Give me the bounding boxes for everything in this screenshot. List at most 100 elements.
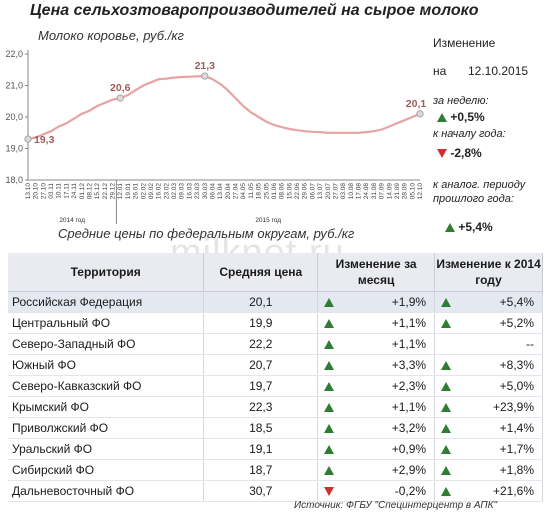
year-start-label: к началу года: <box>433 128 506 140</box>
x-tick-label: 20.04 <box>225 183 232 200</box>
x-tick-label: 04.05 <box>240 183 247 200</box>
x-tick-label: 13.10 <box>25 183 32 200</box>
year-change-value: +5,2% <box>499 315 534 330</box>
up-arrow-icon <box>324 339 335 349</box>
month-change-cell: +0,9% <box>317 438 436 460</box>
x-tick-label: 23.02 <box>163 183 170 200</box>
year-change-cell: +1,8% <box>434 459 543 481</box>
month-change-value: +3,2% <box>391 420 427 435</box>
x-tick-label: 02.03 <box>171 183 178 200</box>
up-arrow-icon <box>441 318 452 328</box>
up-arrow-icon <box>441 381 452 391</box>
up-arrow-icon <box>441 297 452 307</box>
x-axis: 13.10 20.10 27.10 03.11 10.11 17.11 24.11 01.12… <box>25 179 424 224</box>
x-tick-label: 08.06 <box>279 183 286 200</box>
month-change-value: +2,9% <box>391 462 427 477</box>
x-tick-label: 23.03 <box>194 183 201 200</box>
month-change-value: -0,2% <box>394 483 427 498</box>
x-tick-label: 10.08 <box>348 183 355 200</box>
x-tick-label: 16.02 <box>156 183 163 200</box>
year-change-cell: +5,4% <box>434 291 543 313</box>
territory-cell: Северо-Кавказский ФО <box>8 375 205 397</box>
month-change-cell: +2,9% <box>317 459 436 481</box>
x-tick-label: 26.01 <box>133 183 140 200</box>
price-line-chart: 18,0 19,0 20,0 21,0 22,0 13.10 20.10 27.10 03.1… <box>5 49 427 224</box>
x-tick-label: 15.12 <box>94 183 101 200</box>
x-tick-label: 12.10 <box>417 183 424 200</box>
x-tick-label: 22.06 <box>294 183 301 200</box>
year-change-value: +1,7% <box>499 441 534 456</box>
x-tick-label: 17.11 <box>63 183 70 199</box>
year-start-change-value: -2,8% <box>450 146 482 160</box>
territory-cell: Уральский ФО <box>8 438 205 460</box>
x-tick-label: 27.10 <box>40 183 47 200</box>
source-note: Источник: ФГБУ "Специнтерцентр в АПК" <box>294 500 498 511</box>
up-arrow-icon <box>324 381 335 391</box>
x-tick-label: 02.02 <box>140 183 147 200</box>
price-point-marker <box>416 110 424 118</box>
week-change: +0,5% <box>437 110 485 124</box>
table-row: Дальневосточный ФО 30,7 -0,2% +21,6% <box>8 480 543 502</box>
col-territory: Территория <box>8 253 205 292</box>
y-tick-label: 18,0 <box>5 175 23 185</box>
x-tick-label: 13.07 <box>317 183 324 200</box>
x-tick-label: 12.01 <box>117 183 124 200</box>
year-change-value: +1,4% <box>499 420 534 435</box>
year-change-cell: +5,2% <box>434 312 543 334</box>
y-axis: 18,0 19,0 20,0 21,0 22,0 <box>5 49 29 185</box>
table-body: Российская Федерация 20,1 +1,9% +5,4% Центра… <box>8 291 543 502</box>
year-change-value: -- <box>526 336 534 351</box>
territory-cell: Южный ФО <box>8 354 205 376</box>
x-tick-label: 20.10 <box>33 183 40 200</box>
change-heading: Изменение <box>433 36 496 50</box>
territory-cell: Дальневосточный ФО <box>8 480 205 502</box>
week-label: за неделю: <box>433 95 489 107</box>
down-arrow-icon <box>324 486 335 496</box>
x-tick-label: 06.04 <box>209 183 216 200</box>
x-tick-label: 27.07 <box>332 183 339 200</box>
territory-cell: Северо-Западный ФО <box>8 333 205 355</box>
data-label: 20,1 <box>406 98 427 110</box>
x-tick-label: 15.06 <box>286 183 293 200</box>
up-arrow-icon <box>441 465 452 475</box>
change-on-label: на <box>433 64 447 78</box>
year-group-label: 2015 год <box>255 217 281 224</box>
price-line <box>27 74 421 141</box>
x-tick-label: 24.11 <box>71 183 78 199</box>
col-price: Средняя цена <box>203 253 319 292</box>
table-row: Российская Федерация 20,1 +1,9% +5,4% <box>8 291 543 313</box>
price-cell: 22,3 <box>203 396 319 418</box>
month-change-cell: +1,9% <box>317 291 436 313</box>
prev-year-change-value: +5,4% <box>458 220 493 234</box>
year-change-cell: +23,9% <box>434 396 543 418</box>
year-change-value: +1,8% <box>499 462 534 477</box>
x-tick-label: 03.11 <box>48 183 55 199</box>
table-header-row: Территория Средняя цена Изменение за мес… <box>8 253 543 292</box>
x-tick-label: 11.05 <box>248 183 255 199</box>
up-arrow-icon <box>324 360 335 370</box>
month-change-cell: +3,2% <box>317 417 436 439</box>
territory-cell: Российская Федерация <box>8 291 205 313</box>
up-arrow-icon <box>441 360 452 370</box>
table-caption: Средние цены по федеральным округам, руб… <box>58 226 355 241</box>
table-row: Сибирский ФО 18,7 +2,9% +1,8% <box>8 459 543 481</box>
x-tick-label: 07.09 <box>379 183 386 200</box>
up-arrow-icon <box>437 113 447 123</box>
price-series <box>24 72 424 143</box>
table-row: Крымский ФО 22,3 +1,1% +23,9% <box>8 396 543 418</box>
year-change-value: +21,6% <box>492 483 534 498</box>
x-tick-label: 01.06 <box>271 183 278 200</box>
prev-year-label: к аналог. периоду прошлого года: <box>433 179 526 205</box>
year-change-cell: +1,7% <box>434 438 543 460</box>
year-change-value: +5,4% <box>499 294 534 309</box>
down-arrow-icon <box>437 149 447 159</box>
month-change-cell: +1,1% <box>317 312 436 334</box>
territory-cell: Приволжский ФО <box>8 417 205 439</box>
month-change-cell: +2,3% <box>317 375 436 397</box>
price-cell: 20,7 <box>203 354 319 376</box>
month-change-value: +1,9% <box>391 294 427 309</box>
x-tick-label: 19.01 <box>125 183 132 200</box>
x-tick-label: 20.07 <box>325 183 332 200</box>
regional-prices-table: Территория Средняя цена Изменение за мес… <box>8 253 543 502</box>
price-cell: 20,1 <box>203 291 319 313</box>
